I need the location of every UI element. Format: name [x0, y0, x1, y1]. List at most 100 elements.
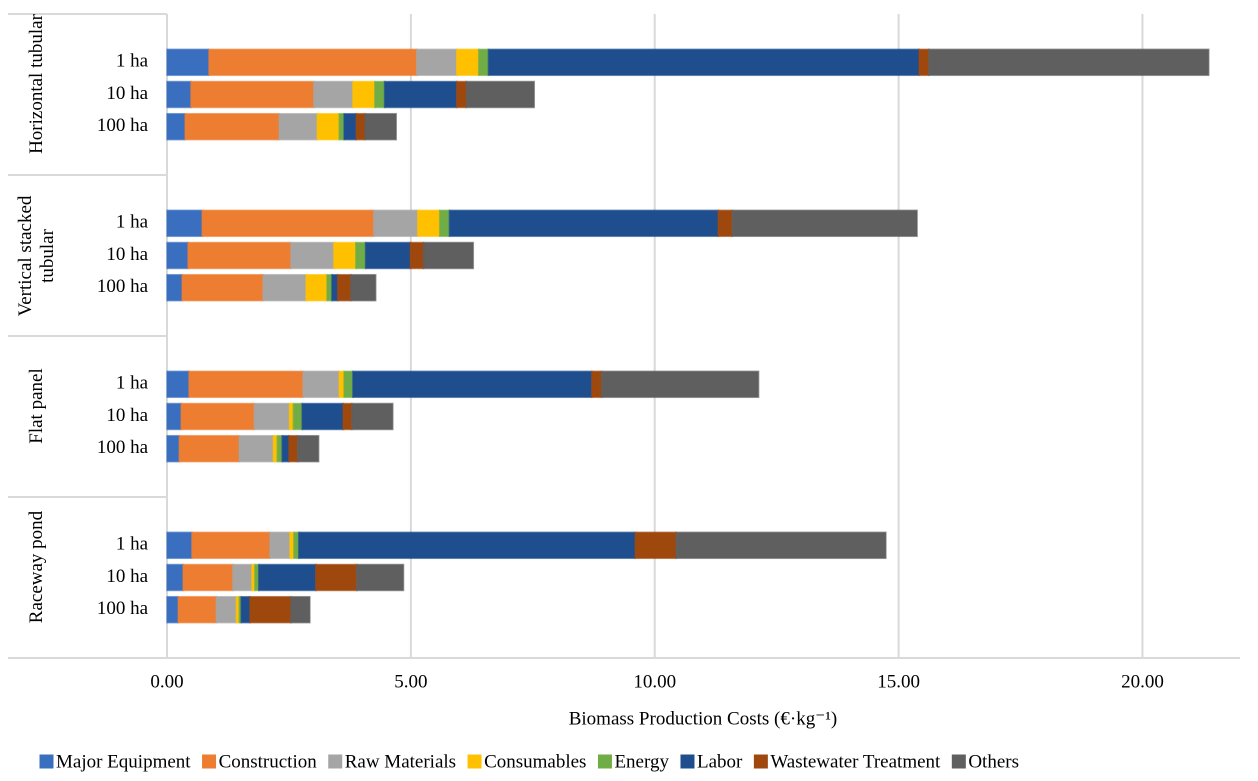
bar-segment: [166, 241, 189, 270]
bar-segment: [350, 273, 377, 302]
bar-segment: [352, 80, 376, 109]
bar-segment: [278, 112, 318, 141]
legend-label: Raw Materials: [345, 751, 456, 772]
legend-swatch: [753, 754, 768, 769]
bar-segment: [292, 402, 303, 431]
y-tick-label: 1 ha: [116, 212, 149, 233]
y-tick-label: 100 ha: [97, 598, 149, 619]
bar-segment: [416, 209, 441, 238]
x-tick-label: 5.00: [394, 671, 427, 692]
bar-segment: [342, 402, 353, 431]
legend-label: Others: [968, 751, 1019, 772]
legend-swatch: [951, 754, 966, 769]
bar-segment: [240, 595, 251, 624]
bar-segment: [315, 563, 358, 592]
legend-label: Labor: [697, 751, 743, 772]
bar-segment: [281, 434, 290, 463]
y-tick-label: 100 ha: [97, 276, 149, 297]
bar-segment: [253, 402, 291, 431]
bar-segment: [355, 241, 367, 270]
bar-segment: [190, 80, 315, 109]
bar-segment: [305, 273, 328, 302]
bar-segment: [364, 112, 397, 141]
bar-segment: [215, 595, 238, 624]
legend-label: Energy: [614, 751, 669, 772]
x-tick-label: 15.00: [877, 671, 920, 692]
bar-segment: [166, 48, 210, 77]
bar-segment: [184, 112, 280, 141]
legend-swatch: [597, 754, 612, 769]
bar-segment: [249, 595, 292, 624]
bar-segment: [634, 531, 677, 560]
y-tick-label: 10 ha: [106, 244, 148, 265]
bar-segment: [355, 112, 366, 141]
y-tick-label: 100 ha: [97, 437, 149, 458]
bar-segment: [373, 209, 419, 238]
bar-segment: [600, 370, 760, 399]
y-tick-label: 1 ha: [116, 373, 149, 394]
bar-segment: [316, 112, 340, 141]
bar-segment: [928, 48, 1210, 77]
legend-label: Construction: [219, 751, 318, 772]
bar-segment: [180, 402, 256, 431]
bar-segment: [409, 241, 425, 270]
bar-segment: [355, 563, 405, 592]
legend-swatch: [328, 754, 343, 769]
bar-segment: [351, 402, 394, 431]
bar-segment: [331, 273, 339, 302]
bar-segment: [343, 370, 354, 399]
bar-segment: [383, 80, 458, 109]
bar-segment: [297, 531, 636, 560]
group-label: Horizontal tubular: [26, 13, 47, 154]
bar-segment: [232, 563, 253, 592]
bar-segment: [336, 273, 352, 302]
bar-segment: [166, 80, 192, 109]
bar-segment: [166, 112, 186, 141]
bar-segment: [201, 209, 375, 238]
group-label: Vertical stacked tubular: [15, 195, 58, 316]
bar-segment: [364, 241, 412, 270]
bar-segment: [188, 370, 304, 399]
bar-segment: [166, 273, 183, 302]
y-tick-label: 10 ha: [106, 405, 148, 426]
bar-segment: [187, 241, 292, 270]
bar-segment: [717, 209, 734, 238]
bar-segment: [477, 48, 490, 77]
group-label: Flat panel: [26, 367, 47, 444]
group-label: Raceway pond: [26, 510, 47, 623]
y-tick-label: 1 ha: [116, 534, 149, 555]
bar-segment: [269, 531, 291, 560]
bar-segment: [591, 370, 603, 399]
x-tick-label: 20.00: [1121, 671, 1164, 692]
bar-segment: [455, 80, 468, 109]
legend-swatch: [680, 754, 695, 769]
bar-segment: [415, 48, 458, 77]
bar-segment: [487, 48, 920, 77]
bar-segment: [166, 563, 184, 592]
bar-segment: [290, 595, 311, 624]
bar-segment: [166, 434, 180, 463]
bar-segment: [731, 209, 918, 238]
bar-segment: [301, 402, 344, 431]
bar-segment: [181, 273, 264, 302]
bar-segment: [352, 370, 593, 399]
y-tick-label: 1 ha: [116, 51, 149, 72]
bar-segment: [438, 209, 451, 238]
bar-segment: [166, 209, 203, 238]
legend-swatch: [202, 754, 217, 769]
bar-segment: [177, 595, 218, 624]
bar-segment: [296, 434, 320, 463]
legend-label: Major Equipment: [56, 751, 191, 772]
bar-segment: [178, 434, 240, 463]
bar-segment: [262, 273, 307, 302]
bar-segment: [238, 434, 275, 463]
bar-segment: [191, 531, 271, 560]
bar-segment: [448, 209, 719, 238]
x-axis-title: Biomass Production Costs (€·kg⁻¹): [569, 708, 838, 729]
legend-swatch: [39, 754, 54, 769]
bar-segment: [182, 563, 234, 592]
bar-segment: [675, 531, 887, 560]
bar-segment: [290, 241, 335, 270]
